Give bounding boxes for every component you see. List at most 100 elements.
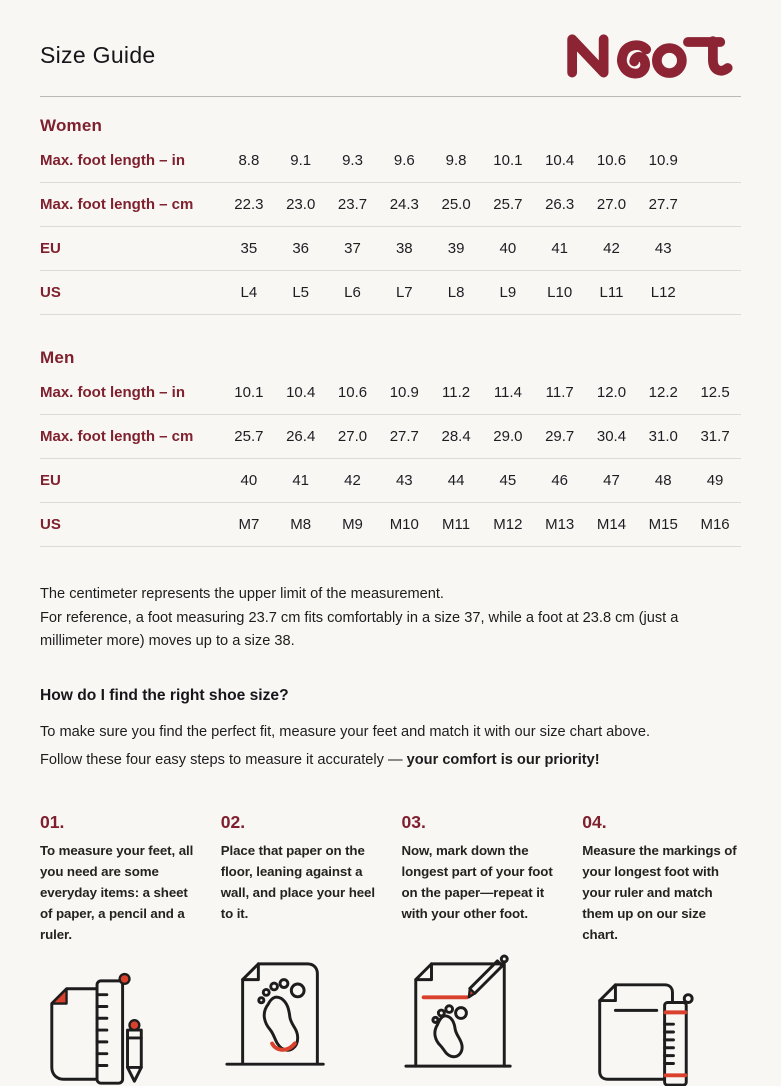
size-table-row: US M7 M8 M9 M10 M11 M12 M13 M14 M15 M16	[40, 503, 741, 547]
size-value: 9.8	[445, 152, 467, 169]
size-value: L10	[547, 284, 573, 301]
paper-ruler-pencil-icon	[50, 972, 143, 1085]
size-value: 10.4	[545, 152, 575, 169]
size-value: 36	[292, 240, 310, 257]
size-value: L11	[599, 284, 624, 301]
size-value: M11	[442, 516, 471, 533]
size-value: 38	[395, 240, 413, 257]
size-value: 11.4	[493, 384, 522, 401]
size-value: 9.1	[290, 152, 312, 169]
size-value: 12.0	[596, 384, 627, 401]
size-value: 40	[240, 472, 258, 489]
women-heading: Women	[40, 116, 103, 135]
row-label: EU	[40, 240, 61, 257]
size-value: 10.1	[493, 152, 523, 169]
paper-heel-footprint-icon	[225, 961, 325, 1066]
size-value: 9.3	[342, 152, 363, 169]
size-value: 47	[603, 472, 620, 489]
size-value: 11.7	[545, 384, 574, 401]
size-value: 35	[240, 240, 258, 257]
row-label: US	[40, 284, 61, 301]
measurement-notes: The centimeter represents the upper limi…	[40, 583, 692, 654]
step-3-icon-wrap	[402, 950, 561, 1080]
step-2-number: 02.	[220, 811, 246, 832]
row-label: US	[40, 516, 61, 533]
row-label: Max. foot length – cm	[40, 196, 194, 213]
step-3: 03. Now, mark down the longest part of y…	[402, 812, 561, 1086]
men-size-table: Men Max. foot length – in 10.1 10.4 10.6 10.…	[40, 348, 741, 547]
step-3-text: Now, mark down the longest part of your …	[401, 842, 553, 921]
row-label: EU	[40, 472, 61, 489]
size-value: 23.7	[337, 196, 368, 213]
size-value: 31.0	[648, 428, 678, 445]
how-to-intro: To make sure you find the perfect fit, m…	[40, 718, 684, 774]
size-value: 46	[551, 472, 569, 489]
naot-logo	[567, 34, 733, 79]
size-value: 11.2	[442, 384, 471, 401]
size-value: 39	[447, 240, 465, 257]
size-value: L4	[240, 284, 258, 301]
size-value: 25.7	[234, 428, 264, 445]
size-table-row: EU 35 36 37 38 39 40 41 42 43	[40, 227, 741, 271]
page-header: Size Guide	[40, 0, 741, 82]
size-value: M9	[342, 516, 363, 533]
row-label: Max. foot length – in	[40, 152, 185, 169]
size-value: 10.9	[389, 384, 419, 401]
size-table-row: Max. foot length – in 8.8 9.1 9.3 9.6 9.8 10.1…	[40, 139, 741, 183]
size-value: 26.4	[286, 428, 316, 445]
size-table-row: EU 40 41 42 43 44 45 46 47 48 49	[40, 459, 741, 503]
size-table-row: Max. foot length – cm 22.3 23.0 23.7 24.3 25.…	[40, 183, 741, 227]
step-2-icon-wrap	[221, 950, 380, 1080]
size-value: 8.8	[238, 152, 260, 169]
page-title: Size Guide	[40, 41, 156, 68]
size-value: M12	[493, 516, 523, 533]
step-4: 04. Measure the markings of your longest…	[582, 812, 741, 1086]
size-value: M14	[596, 516, 627, 533]
step-1-icon-wrap	[40, 969, 199, 1086]
size-value: 28.4	[441, 428, 471, 445]
size-value: 37	[344, 240, 361, 257]
size-value: 23.0	[286, 196, 316, 213]
size-value: L9	[499, 284, 517, 301]
size-value: 10.4	[286, 384, 316, 401]
size-value: 45	[499, 472, 517, 489]
size-table-row: US L4 L5 L6 L7 L8 L9 L10 L11 L12	[40, 271, 741, 315]
size-value: 10.9	[648, 152, 678, 169]
step-1: 01. To measure your feet, all you need a…	[40, 812, 199, 1086]
measure-markings-ruler-icon	[598, 982, 694, 1086]
step-3-number: 03.	[401, 811, 426, 832]
header-divider	[40, 96, 741, 97]
how-to-intro-text: To make sure you find the perfect fit, m…	[40, 723, 650, 768]
size-value: M8	[290, 516, 312, 533]
row-label: Max. foot length – in	[40, 384, 185, 401]
step-1-number: 01.	[40, 811, 65, 832]
size-value: L8	[447, 284, 465, 301]
size-value: 43	[395, 472, 413, 489]
size-value: 42	[344, 472, 361, 489]
size-value: M16	[700, 516, 730, 533]
size-value: 30.4	[596, 428, 627, 445]
size-value: 22.3	[234, 196, 264, 213]
size-value: 48	[654, 472, 672, 489]
mark-foot-pencil-icon	[403, 954, 512, 1068]
size-value: M10	[389, 516, 419, 533]
size-value: 25.7	[493, 196, 523, 213]
size-value: L12	[650, 284, 676, 301]
size-value: 10.6	[337, 384, 368, 401]
size-value: 29.7	[545, 428, 575, 445]
size-value: 44	[447, 472, 465, 489]
size-value: 12.2	[648, 384, 678, 401]
how-to-intro-bold: your comfort is our priority!	[406, 751, 600, 768]
size-value: L7	[395, 284, 413, 301]
size-value: 10.1	[234, 384, 264, 401]
row-label: Max. foot length – cm	[40, 428, 194, 445]
size-value: 24.3	[389, 196, 419, 213]
size-value: 41	[292, 472, 310, 489]
size-value: 31.7	[700, 428, 730, 445]
step-1-text: To measure your feet, all you need are s…	[40, 842, 194, 942]
size-value: 25.0	[441, 196, 471, 213]
women-rows: Max. foot length – in 8.8 9.1 9.3 9.6 9.8 10.1…	[40, 139, 741, 315]
women-size-table: Women Max. foot length – in 8.8 9.1 9.3 9.6 9…	[40, 116, 741, 315]
step-2: 02. Place that paper on the floor, leani…	[221, 812, 380, 1086]
